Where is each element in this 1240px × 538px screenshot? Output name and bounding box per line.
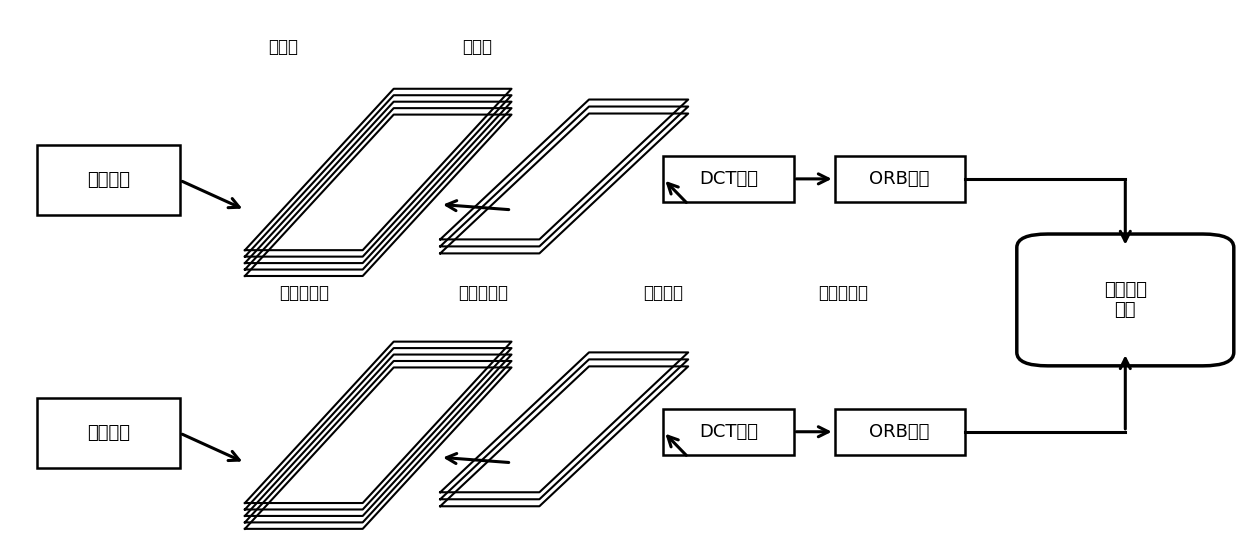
Polygon shape [246,367,511,529]
Polygon shape [440,100,688,239]
Polygon shape [440,114,688,253]
Text: 视频帧: 视频帧 [268,39,298,56]
Text: 提取特征点: 提取特征点 [818,284,868,302]
Text: 汉明距离
匹配: 汉明距离 匹配 [1104,280,1147,320]
Text: 三帧差分法: 三帧差分法 [459,284,508,302]
Text: DCT变换: DCT变换 [699,423,758,441]
FancyBboxPatch shape [37,398,180,468]
Text: 视频帧获取: 视频帧获取 [279,284,329,302]
FancyBboxPatch shape [663,409,794,455]
Polygon shape [246,95,511,257]
Text: 原始视频: 原始视频 [87,171,130,189]
FancyBboxPatch shape [663,156,794,202]
FancyBboxPatch shape [835,409,965,455]
Text: 关键帧: 关键帧 [463,39,492,56]
Polygon shape [246,102,511,263]
Text: 篡改视频: 篡改视频 [87,424,130,442]
Polygon shape [440,107,688,246]
FancyBboxPatch shape [1017,234,1234,366]
Text: DCT变换: DCT变换 [699,170,758,188]
Polygon shape [246,348,511,509]
FancyBboxPatch shape [37,145,180,215]
Polygon shape [246,89,511,250]
Text: ORB特征: ORB特征 [869,423,930,441]
Polygon shape [246,115,511,276]
Polygon shape [440,366,688,506]
Polygon shape [246,361,511,522]
Polygon shape [246,342,511,503]
Polygon shape [246,108,511,270]
Text: ORB特征: ORB特征 [869,170,930,188]
Text: 生成子图: 生成子图 [644,284,683,302]
Polygon shape [440,359,688,499]
Polygon shape [246,355,511,516]
FancyBboxPatch shape [835,156,965,202]
Polygon shape [440,352,688,492]
